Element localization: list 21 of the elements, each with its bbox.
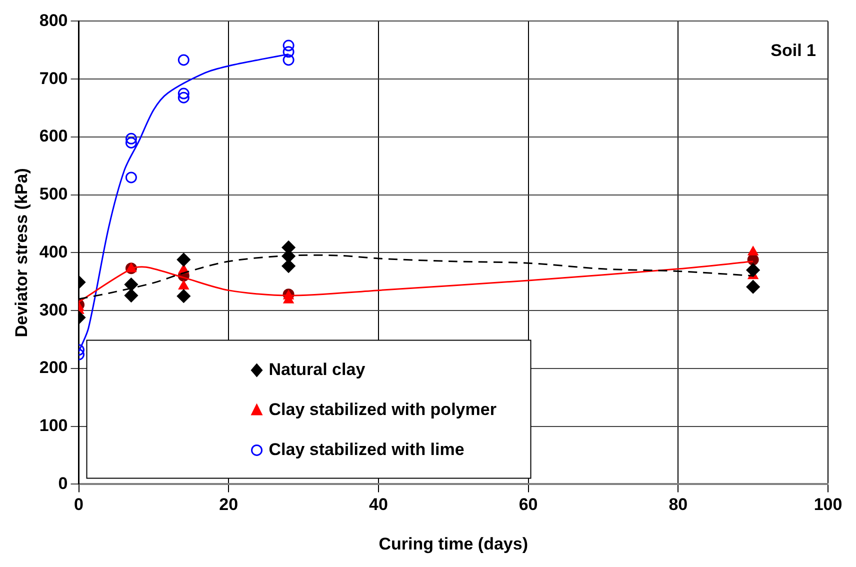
x-tick-label: 0 [74, 495, 84, 514]
x-tick-label: 20 [219, 495, 238, 514]
y-tick-label: 200 [39, 358, 68, 378]
y-axis-title: Deviator stress (kPa) [12, 168, 31, 338]
y-tick-label: 300 [39, 300, 68, 320]
y-tick-label: 500 [39, 184, 68, 204]
x-tick-label: 60 [518, 495, 538, 514]
legend-label: Natural clay [268, 360, 366, 379]
x-axis-title: Curing time (days) [378, 534, 528, 554]
y-tick-label: 400 [39, 242, 68, 262]
legend-label: Clay stabilized with lime [268, 440, 464, 459]
y-tick-label: 600 [39, 126, 68, 146]
x-tick-label: 80 [668, 495, 688, 514]
y-tick-label: 0 [58, 474, 68, 493]
x-tick-label: 40 [368, 495, 388, 514]
legend-label: Clay stabilized with polymer [268, 400, 497, 419]
y-tick-label: 800 [39, 10, 68, 30]
y-tick-label: 700 [39, 68, 68, 88]
annotation: Soil 1 [770, 40, 816, 60]
x-tick-label: 100 [814, 495, 842, 514]
y-tick-label: 100 [39, 416, 68, 436]
